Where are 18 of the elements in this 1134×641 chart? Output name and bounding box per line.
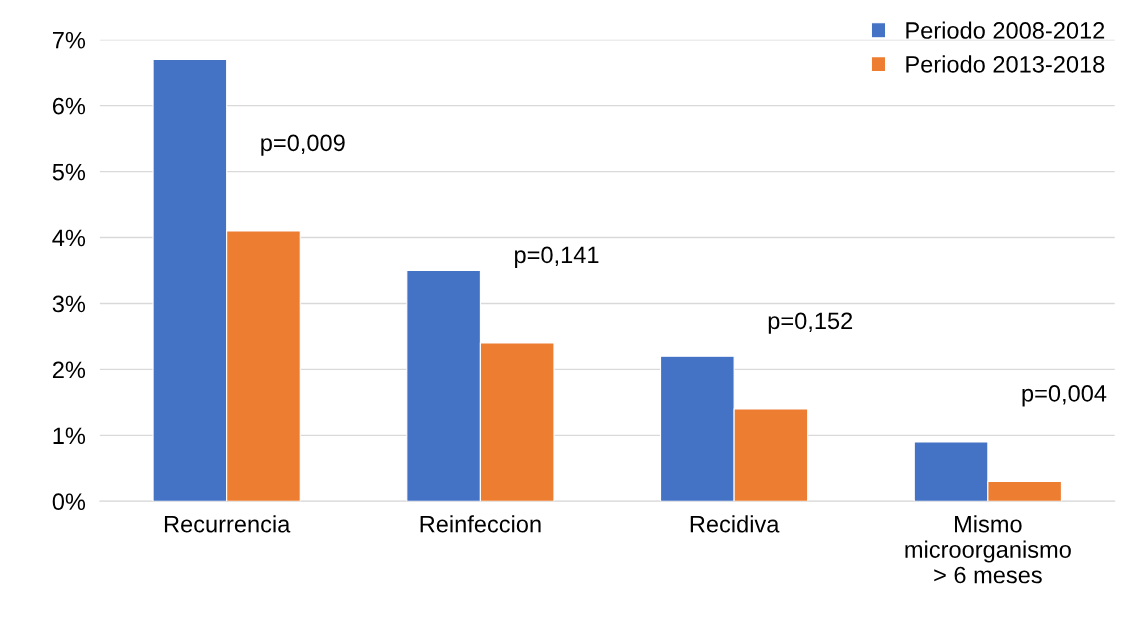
- y-tick-label: 4%: [52, 229, 86, 247]
- annotation: p=0,141: [515, 246, 599, 268]
- x-tick-label: Recurrencia: [164, 515, 291, 533]
- y-tick-label: 2%: [52, 361, 86, 379]
- x-tick-label: Recidiva: [690, 515, 780, 533]
- x-tick-label: Reinfeccion: [420, 515, 541, 533]
- annotation: p=0,152: [768, 312, 853, 334]
- annotation: p=0,009: [261, 134, 345, 156]
- annotation: p=0,004: [1022, 384, 1107, 407]
- y-tick-label: 6%: [52, 97, 86, 115]
- y-tick-label: 0%: [52, 493, 86, 511]
- y-tick-label: 3%: [52, 295, 86, 313]
- legend-label: Periodo 2013-2018: [906, 55, 1105, 73]
- x-tick-label: Mismo microorganismo > 6 meses: [905, 515, 1071, 584]
- legend-label: Periodo 2008-2012: [906, 21, 1105, 39]
- y-tick-label: 7%: [52, 31, 86, 49]
- y-tick-label: 5%: [52, 163, 86, 181]
- y-tick-label: 1%: [53, 427, 86, 445]
